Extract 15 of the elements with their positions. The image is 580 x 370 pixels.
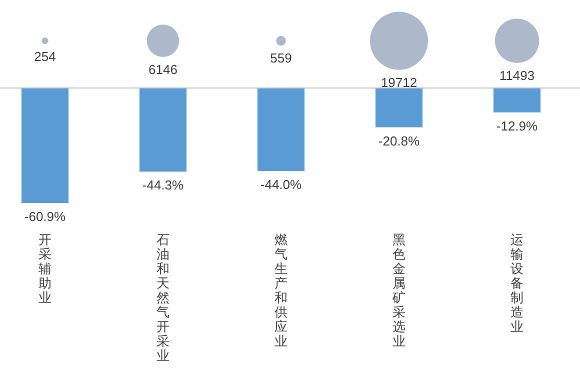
data-label: -44.0% xyxy=(260,177,302,192)
data-label: 254 xyxy=(34,49,56,64)
x-tick-label: 开采辅助业 xyxy=(38,232,52,305)
data-label: 559 xyxy=(270,50,292,66)
data-label: -60.9% xyxy=(24,209,66,224)
data-label: 19712 xyxy=(380,74,418,90)
data-label: -44.3% xyxy=(142,178,184,193)
x-tick-label: 黑色金属矿采选业 xyxy=(392,232,406,348)
category-label: 石油和天然气开采业 xyxy=(156,232,170,363)
x-tick-label: 运输设备制造业 xyxy=(510,232,524,334)
data-label: 6146 xyxy=(148,62,178,77)
data-label: -12.9% xyxy=(496,118,538,134)
data-label: 11493 xyxy=(499,68,535,83)
x-tick-label: 燃气生产和供应业 xyxy=(274,232,288,348)
data-label: -20.8% xyxy=(378,133,420,148)
